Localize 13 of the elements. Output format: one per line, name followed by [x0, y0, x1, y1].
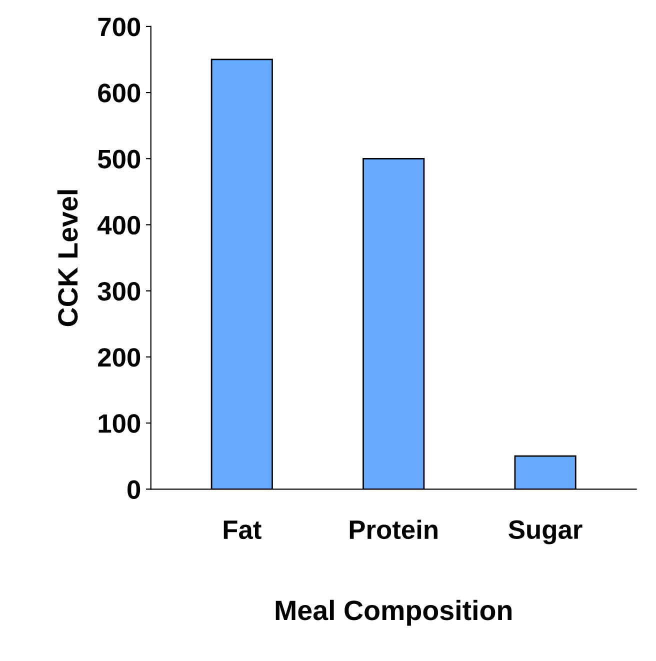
y-tick-label: 300 — [98, 282, 140, 301]
x-axis-title: Meal Composition — [276, 600, 512, 626]
x-tick-label: Fat — [224, 520, 262, 540]
x-tick-label: Protein — [350, 520, 438, 540]
y-tick-label: 400 — [98, 216, 140, 235]
x-tick-label: Sugar — [508, 520, 582, 544]
y-tick-label: 100 — [98, 414, 140, 433]
y-axis-title: CCK Level — [57, 190, 78, 326]
y-tick-label: 200 — [98, 348, 140, 367]
y-tick-label: 500 — [98, 150, 140, 168]
y-tick-label: 600 — [98, 84, 140, 102]
y-tick-label: 0 — [128, 480, 140, 499]
y-tick-label: 700 — [98, 18, 140, 36]
